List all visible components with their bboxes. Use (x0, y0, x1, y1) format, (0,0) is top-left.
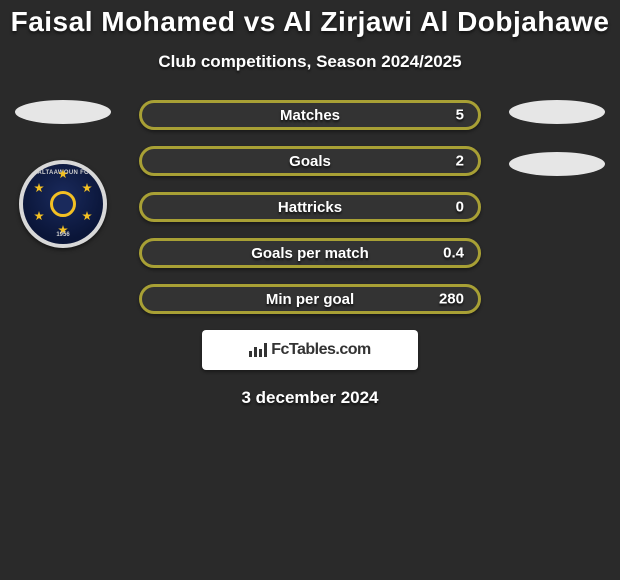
stat-label: Hattricks (278, 199, 342, 216)
right-player-column (502, 100, 612, 176)
bar-chart-icon (249, 343, 267, 357)
stat-label: Matches (280, 107, 340, 124)
stat-value: 0.4 (443, 245, 464, 262)
player-oval-left (15, 100, 111, 124)
fctables-label: FcTables.com (271, 341, 371, 359)
star-icon (82, 211, 92, 221)
stat-label: Min per goal (266, 291, 354, 308)
star-icon (82, 183, 92, 193)
stat-bar-hattricks: Hattricks 0 (139, 192, 481, 222)
stat-bar-goals: Goals 2 (139, 146, 481, 176)
left-player-column: ALTAAWOUN FC 1956 (8, 100, 118, 248)
star-icon (34, 211, 44, 221)
star-icon (34, 183, 44, 193)
update-date: 3 december 2024 (0, 388, 620, 408)
infographic-root: Faisal Mohamed vs Al Zirjawi Al Dobjahaw… (0, 0, 620, 408)
stat-value: 280 (439, 291, 464, 308)
stat-value: 2 (456, 153, 464, 170)
stat-label: Goals (289, 153, 331, 170)
stat-bar-min-per-goal: Min per goal 280 (139, 284, 481, 314)
stat-bars: Matches 5 Goals 2 Hattricks 0 Goals per … (139, 100, 481, 314)
fctables-watermark: FcTables.com (202, 330, 418, 370)
player-oval-right-2 (509, 152, 605, 176)
badge-ball-icon (50, 191, 76, 217)
stat-value: 0 (456, 199, 464, 216)
player-oval-right-1 (509, 100, 605, 124)
stat-label: Goals per match (251, 245, 369, 262)
badge-bottom-text: 1956 (23, 232, 103, 238)
club-badge: ALTAAWOUN FC 1956 (19, 160, 107, 248)
stat-bar-goals-per-match: Goals per match 0.4 (139, 238, 481, 268)
stat-value: 5 (456, 107, 464, 124)
page-title: Faisal Mohamed vs Al Zirjawi Al Dobjahaw… (0, 6, 620, 38)
badge-inner (32, 173, 94, 235)
stat-bar-matches: Matches 5 (139, 100, 481, 130)
comparison-area: ALTAAWOUN FC 1956 Matches 5 (0, 100, 620, 314)
subtitle: Club competitions, Season 2024/2025 (0, 52, 620, 72)
